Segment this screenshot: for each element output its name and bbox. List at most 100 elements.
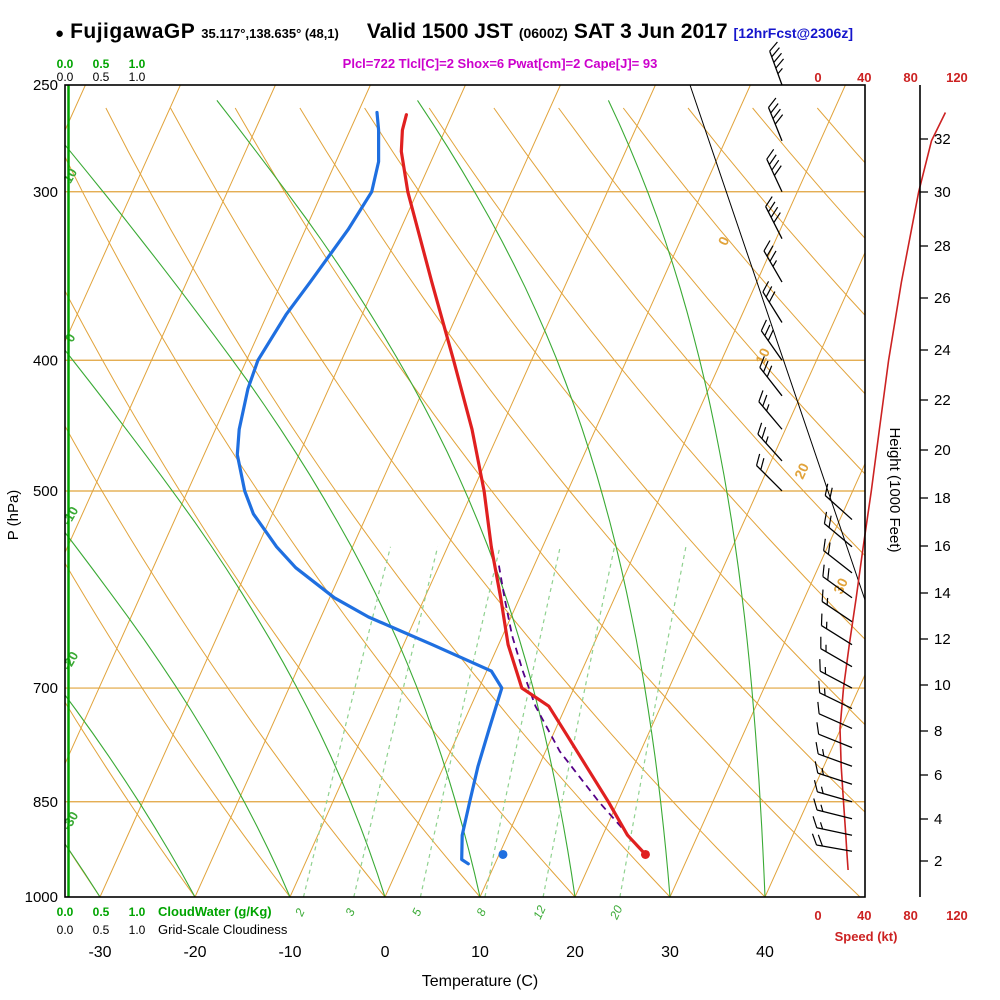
moist-adiabat-line (216, 100, 576, 897)
height-tick-label: 16 (934, 538, 951, 555)
speed-tick-label-bottom: 80 (903, 908, 917, 923)
pressure-tick-label: 400 (33, 352, 58, 369)
isotherm-line (764, 673, 865, 897)
pressure-tick-label: 700 (33, 680, 58, 697)
plot-border (64, 84, 866, 898)
mixing-ratio-line (353, 546, 439, 897)
speed-tick-label-bottom: 120 (946, 908, 968, 923)
cloudiness-tick-top: 0.5 (93, 70, 110, 84)
isotherm-line (99, 85, 466, 897)
pressure-tick-label: 300 (33, 184, 58, 201)
cloudwater-tick-bottom-green: 0.0 (57, 905, 74, 919)
mixing-ratio-label: 3 (342, 906, 358, 918)
moist-adiabat-label: 10 (60, 166, 80, 186)
cloudiness-axis-label: Grid-Scale Cloudiness (158, 922, 288, 937)
height-tick-label: 12 (934, 631, 951, 648)
height-tick-label: 24 (934, 342, 951, 359)
dry-adiabat-line (65, 289, 481, 897)
moist-adiabat-line (417, 100, 671, 897)
isotherm-line (289, 85, 656, 897)
station-bullet-icon: ● (55, 25, 65, 42)
temperature-tick-label: 20 (566, 944, 584, 961)
mixing-ratio-line (542, 546, 616, 897)
parcel-trace (497, 562, 647, 855)
cloudwater-tick-top-green: 1.0 (129, 57, 146, 71)
pressure-axis-title: P (hPa) (5, 490, 22, 541)
speed-tick-label-top: 120 (946, 70, 968, 85)
height-tick-label: 26 (934, 290, 951, 307)
height-tick-label: 22 (934, 392, 951, 409)
speed-tick-label-bottom: 0 (814, 908, 821, 923)
dry-adiabat-line (687, 107, 865, 316)
mixing-ratio-line (484, 546, 561, 897)
forecast-run-label: [12hrFcst@2306z] (733, 25, 854, 41)
mixing-ratio-line (619, 546, 687, 897)
dry-adiabat-line (105, 107, 671, 897)
cloudwater-tick-top-green: 0.5 (93, 57, 110, 71)
isotherm-line (65, 85, 181, 343)
height-tick-label: 20 (934, 442, 951, 459)
stability-indices: Plcl=722 Tlcl[C]=2 Shox=6 Pwat[cm]=2 Cap… (342, 56, 658, 71)
dry-adiabat-line (428, 107, 865, 640)
height-tick-label: 32 (934, 131, 951, 148)
isotherm-line (384, 85, 751, 897)
isotherm-line (669, 462, 865, 897)
dry-adiabat-line (364, 107, 865, 726)
pressure-tick-label: 1000 (25, 889, 58, 906)
isotherm-label: 20 (791, 460, 812, 481)
cloudiness-tick-bottom: 0.5 (93, 923, 110, 937)
height-tick-label: 2 (934, 853, 942, 870)
dry-adiabat-line (65, 155, 576, 897)
mixing-ratio-line (302, 546, 392, 897)
dry-adiabat-line (752, 107, 865, 240)
isotherm-line (479, 85, 846, 897)
temperature-tick-label: -20 (183, 944, 206, 961)
cloudiness-tick-bottom: 0.0 (57, 923, 74, 937)
pressure-tick-label: 500 (33, 483, 58, 500)
mixing-ratio-label: 20 (607, 903, 626, 922)
mixing-ratio-line (419, 546, 501, 897)
mixing-ratio-label: 12 (530, 903, 548, 921)
speed-tick-label-top: 80 (903, 70, 917, 85)
dry-adiabat-line (558, 107, 865, 475)
isotherm-label: 10 (752, 345, 773, 366)
dry-adiabat-line (234, 107, 861, 897)
cloudwater-axis-label: CloudWater (g/Kg) (158, 904, 272, 919)
cloudwater-tick-bottom-green: 0.5 (93, 905, 110, 919)
pressure-tick-label: 850 (33, 794, 58, 811)
dry-adiabat-line (65, 425, 386, 897)
cloudiness-tick-top: 1.0 (129, 70, 146, 84)
speed-tick-label-top: 0 (814, 70, 821, 85)
surface-dewpoint-dot (498, 849, 508, 859)
height-axis-title: Height (1000 Feet) (886, 427, 903, 552)
cloudwater-tick-bottom-green: 1.0 (129, 905, 146, 919)
temperature-tick-label: 0 (381, 944, 390, 961)
valid-time-utc: (0600Z) (518, 25, 568, 41)
temperature-axis-title: Temperature (C) (422, 973, 538, 990)
speed-tick-label-top: 40 (857, 70, 871, 85)
dry-adiabat-line (65, 562, 291, 897)
height-tick-label: 10 (934, 677, 951, 694)
height-tick-label: 6 (934, 767, 942, 784)
temperature-tick-label: -10 (278, 944, 301, 961)
station-coordinates: 35.117°,138.635° (48,1) (201, 26, 339, 41)
dry-adiabat-line (622, 107, 865, 395)
temperature-tick-label: 10 (471, 944, 489, 961)
isotherm-line (194, 85, 561, 897)
mixing-ratio-label: 5 (409, 906, 425, 918)
moist-adiabat-label: -30 (59, 809, 81, 833)
dry-adiabat-line (816, 107, 865, 164)
temperature-tick-label: -30 (88, 944, 111, 961)
dry-adiabat-line (65, 701, 196, 897)
dry-adiabat-line (170, 107, 766, 897)
moist-adiabat-line (65, 694, 196, 897)
speed-tick-label-bottom: 40 (857, 908, 871, 923)
temperature-tick-label: 40 (756, 944, 774, 961)
dry-adiabat-line (299, 107, 865, 813)
temperature-tick-label: 30 (661, 944, 679, 961)
mixing-ratio-label: 8 (473, 906, 489, 918)
wind-panel-boundary (689, 84, 866, 601)
dewpoint-trace (235, 110, 504, 866)
